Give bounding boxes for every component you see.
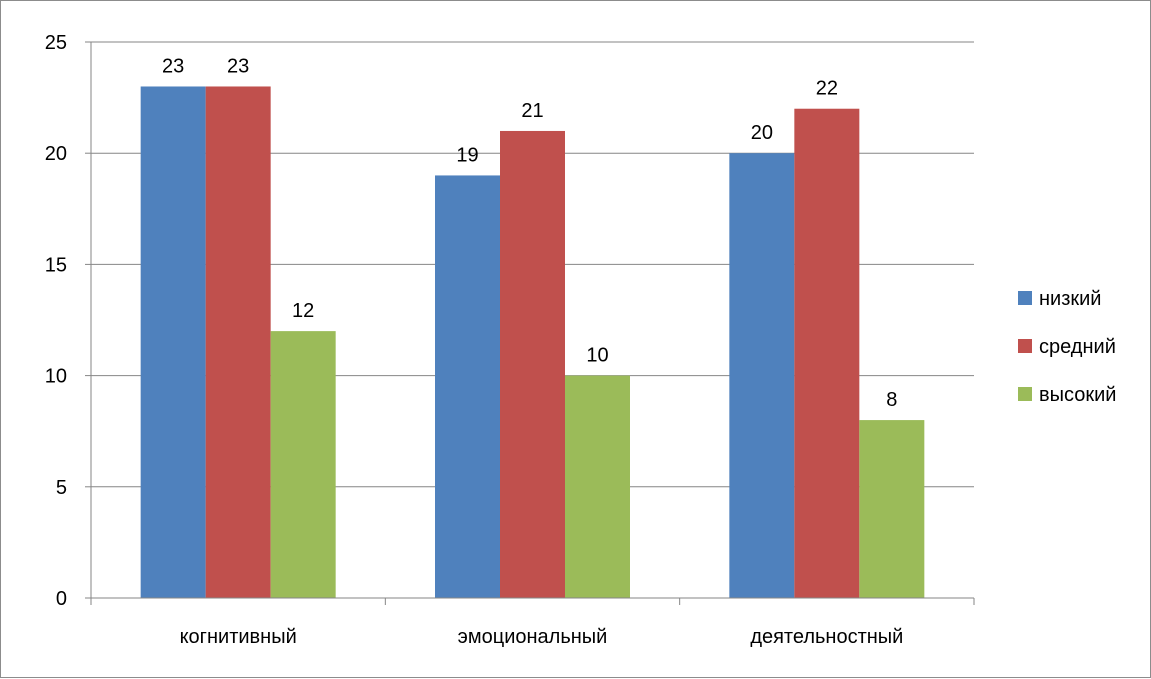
legend-label: высокий (1039, 384, 1116, 406)
y-tick-label: 25 (45, 32, 67, 54)
legend-label: средний (1039, 336, 1116, 358)
data-label: 20 (751, 122, 773, 144)
data-label: 8 (886, 389, 897, 411)
x-category-label: эмоциональный (458, 626, 608, 648)
legend-label: низкий (1039, 288, 1101, 310)
bars (140, 86, 925, 598)
data-label: 21 (521, 100, 543, 122)
bar-низкий (729, 153, 795, 598)
data-label: 12 (292, 300, 314, 322)
x-category-label: деятельностный (750, 626, 903, 648)
bar-высокий (859, 420, 925, 598)
data-label: 23 (227, 55, 249, 77)
bar-высокий (270, 331, 336, 598)
y-tick-label: 5 (56, 477, 67, 499)
y-tick-label: 0 (56, 588, 67, 610)
data-label: 23 (162, 55, 184, 77)
y-tick-label: 20 (45, 143, 67, 165)
legend-swatch-низкий (1018, 291, 1032, 305)
legend-swatch-высокий (1018, 387, 1032, 401)
data-label: 22 (816, 78, 838, 100)
bar-низкий (435, 175, 500, 598)
axes: 0 5 10 15 20 25 когнитивный эмоциональный деятел… (45, 32, 975, 648)
legend-swatch-средний (1018, 339, 1032, 353)
data-label: 10 (586, 345, 608, 367)
bar-средний (500, 130, 565, 598)
y-tick-label: 15 (45, 254, 67, 276)
y-tick-label: 10 (45, 366, 67, 388)
legend: низкий средний высокий (1018, 288, 1116, 406)
data-labels: 23 23 12 19 21 10 20 22 8 (162, 55, 897, 411)
bar-средний (205, 86, 271, 598)
bar-низкий (140, 86, 206, 598)
data-label: 19 (456, 144, 478, 166)
bar-высокий (565, 375, 630, 598)
x-category-label: когнитивный (180, 626, 297, 648)
bar-средний (794, 108, 860, 598)
